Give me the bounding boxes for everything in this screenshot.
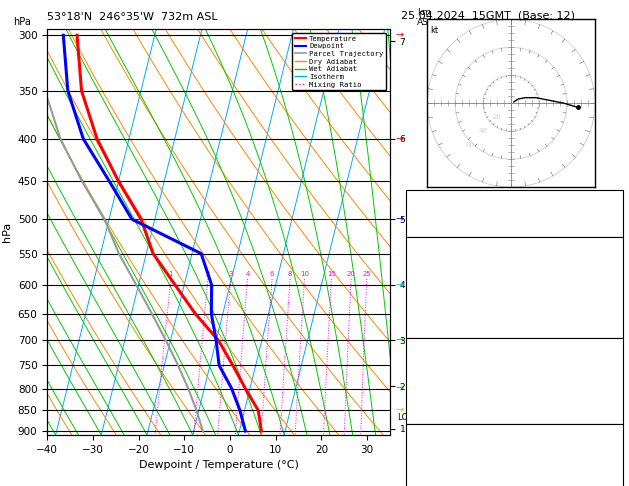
Text: LCL: LCL [397, 414, 412, 422]
Text: © weatheronline.co.uk: © weatheronline.co.uk [406, 472, 493, 481]
Text: 0: 0 [613, 408, 618, 417]
Text: 0: 0 [613, 322, 618, 331]
Text: StmSpd (kt): StmSpd (kt) [410, 480, 460, 486]
Text: 1: 1 [613, 451, 618, 460]
Text: Surface: Surface [498, 241, 530, 249]
Y-axis label: hPa: hPa [2, 222, 12, 242]
Text: 6: 6 [270, 271, 274, 277]
Text: 53°18'N  246°35'W  732m ASL: 53°18'N 246°35'W 732m ASL [47, 12, 218, 22]
Text: 17: 17 [608, 192, 618, 202]
Text: Mixing Ratio (g/kg): Mixing Ratio (g/kg) [423, 189, 432, 275]
Text: 0: 0 [613, 307, 618, 316]
Text: StmDir: StmDir [410, 466, 439, 475]
Text: Temp (°C): Temp (°C) [410, 250, 452, 259]
Text: Most Unstable: Most Unstable [484, 341, 544, 350]
Text: →: → [395, 30, 403, 40]
X-axis label: Dewpoint / Temperature (°C): Dewpoint / Temperature (°C) [138, 460, 299, 470]
Text: θₑ (K): θₑ (K) [410, 365, 433, 374]
Text: 0.88: 0.88 [599, 221, 618, 230]
Text: →: → [395, 280, 403, 290]
Text: 25: 25 [362, 271, 371, 277]
Legend: Temperature, Dewpoint, Parcel Trajectory, Dry Adiabat, Wet Adiabat, Isotherm, Mi: Temperature, Dewpoint, Parcel Trajectory… [292, 33, 386, 90]
Text: CIN (J): CIN (J) [410, 322, 437, 331]
Text: 20: 20 [347, 271, 355, 277]
Text: 60: 60 [465, 142, 474, 148]
Text: Hodograph: Hodograph [491, 427, 538, 436]
Text: 7: 7 [613, 293, 618, 302]
Text: 297: 297 [603, 279, 618, 288]
Text: 1: 1 [169, 271, 173, 277]
Text: K: K [410, 192, 416, 202]
Text: 800: 800 [603, 351, 618, 360]
Text: Totals Totals: Totals Totals [410, 207, 460, 216]
Text: 40: 40 [479, 128, 488, 134]
Text: SREH: SREH [410, 451, 433, 460]
Text: kt: kt [430, 26, 438, 35]
Text: CAPE (J): CAPE (J) [410, 394, 443, 403]
Text: 294°: 294° [598, 466, 618, 475]
Text: EH: EH [410, 437, 421, 446]
Text: Pressure (mb): Pressure (mb) [410, 351, 469, 360]
Text: Dewp (°C): Dewp (°C) [410, 264, 454, 274]
Text: 20: 20 [493, 114, 502, 120]
Text: 4.8: 4.8 [605, 250, 618, 259]
Text: →: → [395, 134, 403, 144]
Text: PW (cm): PW (cm) [410, 221, 445, 230]
Text: 48: 48 [608, 207, 618, 216]
Text: Lifted Index: Lifted Index [410, 293, 460, 302]
Text: CAPE (J): CAPE (J) [410, 307, 443, 316]
Text: →: → [395, 214, 403, 224]
Text: 25.04.2024  15GMT  (Base: 12): 25.04.2024 15GMT (Base: 12) [401, 11, 576, 21]
Text: 19: 19 [608, 480, 618, 486]
Text: 15: 15 [327, 271, 336, 277]
Text: 8: 8 [288, 271, 292, 277]
Y-axis label: km
ASL: km ASL [407, 223, 428, 241]
Text: →: → [395, 335, 403, 346]
Text: 2: 2 [206, 271, 210, 277]
Text: 1.3: 1.3 [605, 264, 618, 274]
Text: 10: 10 [300, 271, 309, 277]
Text: km
ASL: km ASL [418, 8, 434, 27]
Text: -54: -54 [605, 437, 618, 446]
Text: CIN (J): CIN (J) [410, 408, 437, 417]
Text: 4: 4 [613, 380, 618, 388]
Text: →: → [395, 405, 403, 416]
Text: 3: 3 [228, 271, 233, 277]
Text: hPa: hPa [13, 17, 31, 27]
Text: 301: 301 [603, 365, 618, 374]
Text: Lifted Index: Lifted Index [410, 380, 460, 388]
Text: 0: 0 [613, 394, 618, 403]
Text: θₑ(K): θₑ(K) [410, 279, 431, 288]
Text: 4: 4 [245, 271, 250, 277]
Text: →: → [395, 383, 403, 394]
